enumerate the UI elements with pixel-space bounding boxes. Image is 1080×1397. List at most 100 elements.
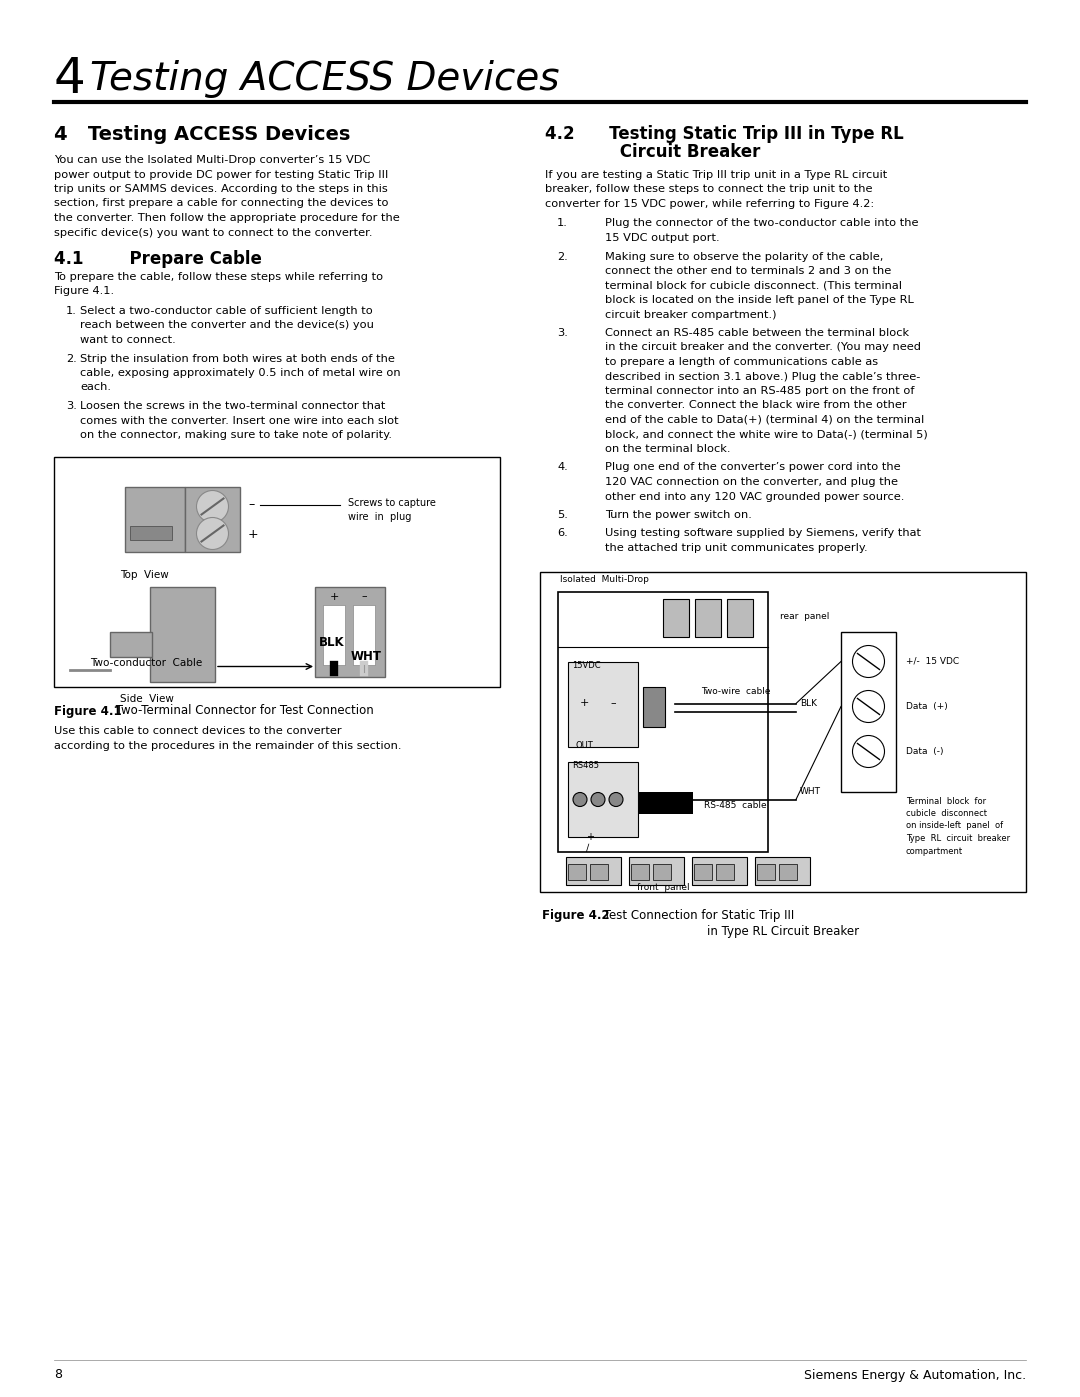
Text: the converter. Then follow the appropriate procedure for the: the converter. Then follow the appropria… xyxy=(54,212,400,224)
Text: Connect an RS-485 cable between the terminal block: Connect an RS-485 cable between the term… xyxy=(605,328,909,338)
Text: BLK: BLK xyxy=(320,637,345,650)
Text: OUT: OUT xyxy=(576,742,594,750)
Text: specific device(s) you want to connect to the converter.: specific device(s) you want to connect t… xyxy=(54,228,373,237)
Circle shape xyxy=(573,792,588,806)
Text: section, first prepare a cable for connecting the devices to: section, first prepare a cable for conne… xyxy=(54,198,389,208)
Text: in Type RL Circuit Breaker: in Type RL Circuit Breaker xyxy=(707,925,859,939)
Text: If you are testing a Static Trip III trip unit in a Type RL circuit: If you are testing a Static Trip III tri… xyxy=(545,170,888,180)
Text: wire  in  plug: wire in plug xyxy=(348,513,411,522)
Text: the attached trip unit communicates properly.: the attached trip unit communicates prop… xyxy=(605,543,867,553)
Text: Two-conductor  Cable: Two-conductor Cable xyxy=(90,658,202,669)
Text: block, and connect the white wire to Data(-) (terminal 5): block, and connect the white wire to Dat… xyxy=(605,429,928,440)
Bar xyxy=(568,863,586,880)
Text: 6.: 6. xyxy=(557,528,568,538)
Text: terminal connector into an RS-485 port on the front of: terminal connector into an RS-485 port o… xyxy=(605,386,915,395)
Text: +/-  15 VDC: +/- 15 VDC xyxy=(906,657,959,666)
Text: Siemens Energy & Automation, Inc.: Siemens Energy & Automation, Inc. xyxy=(804,1369,1026,1382)
Text: 4: 4 xyxy=(54,54,85,103)
Text: rear  panel: rear panel xyxy=(780,612,829,622)
Text: Figure 4.1.: Figure 4.1. xyxy=(54,286,114,296)
Circle shape xyxy=(852,735,885,767)
Text: Plug one end of the converter’s power cord into the: Plug one end of the converter’s power co… xyxy=(605,462,901,472)
Bar xyxy=(696,598,721,637)
Text: to prepare a length of communications cable as: to prepare a length of communications ca… xyxy=(605,358,878,367)
Text: cable, exposing approximately 0.5 inch of metal wire on: cable, exposing approximately 0.5 inch o… xyxy=(80,367,401,379)
Text: on the connector, making sure to take note of polarity.: on the connector, making sure to take no… xyxy=(80,430,392,440)
Text: Two-wire  cable: Two-wire cable xyxy=(701,686,770,696)
Bar xyxy=(315,587,384,676)
Text: 3.: 3. xyxy=(557,328,568,338)
Text: 120 VAC connection on the converter, and plug the: 120 VAC connection on the converter, and… xyxy=(605,476,897,488)
Bar xyxy=(130,525,172,539)
Text: block is located on the inside left panel of the Type RL: block is located on the inside left pane… xyxy=(605,295,914,305)
Bar xyxy=(353,605,375,665)
Text: RS485: RS485 xyxy=(572,760,599,770)
Text: –: – xyxy=(361,591,367,602)
Text: You can use the Isolated Multi-Drop converter’s 15 VDC: You can use the Isolated Multi-Drop conv… xyxy=(54,155,370,165)
Text: Use this cable to connect devices to the converter: Use this cable to connect devices to the… xyxy=(54,726,341,736)
Text: front  panel: front panel xyxy=(637,883,689,893)
Text: WHT: WHT xyxy=(800,787,821,796)
Text: circuit breaker compartment.): circuit breaker compartment.) xyxy=(605,310,777,320)
Text: Figure 4.1: Figure 4.1 xyxy=(54,704,122,718)
Text: 4.: 4. xyxy=(557,462,568,472)
Text: want to connect.: want to connect. xyxy=(80,335,176,345)
Text: 15 VDC output port.: 15 VDC output port. xyxy=(605,233,719,243)
Text: 4.2      Testing Static Trip III in Type RL: 4.2 Testing Static Trip III in Type RL xyxy=(545,124,904,142)
Text: 4.1        Prepare Cable: 4.1 Prepare Cable xyxy=(54,250,261,268)
Bar xyxy=(779,863,797,880)
Text: +: + xyxy=(329,591,339,602)
Text: Turn the power switch on.: Turn the power switch on. xyxy=(605,510,752,520)
Text: Top  View: Top View xyxy=(120,570,168,580)
Text: the converter. Connect the black wire from the other: the converter. Connect the black wire fr… xyxy=(605,401,906,411)
Text: 2.: 2. xyxy=(557,251,568,261)
Text: –: – xyxy=(248,497,254,511)
Text: converter for 15 VDC power, while referring to Figure 4.2:: converter for 15 VDC power, while referr… xyxy=(545,198,874,210)
Text: Select a two-conductor cable of sufficient length to: Select a two-conductor cable of sufficie… xyxy=(80,306,373,316)
Text: Figure 4.2: Figure 4.2 xyxy=(542,909,609,922)
Text: 3.: 3. xyxy=(66,401,77,411)
Text: Terminal  block  for
cubicle  disconnect
on inside-left  panel  of
Type  RL  cir: Terminal block for cubicle disconnect on… xyxy=(906,796,1010,855)
Text: Two-Terminal Connector for Test Connection: Two-Terminal Connector for Test Connecti… xyxy=(112,704,374,718)
Text: Loosen the screws in the two-terminal connector that: Loosen the screws in the two-terminal co… xyxy=(80,401,386,411)
Text: other end into any 120 VAC grounded power source.: other end into any 120 VAC grounded powe… xyxy=(605,492,904,502)
Text: Isolated  Multi-Drop: Isolated Multi-Drop xyxy=(561,574,649,584)
Text: Making sure to observe the polarity of the cable,: Making sure to observe the polarity of t… xyxy=(605,251,883,261)
Circle shape xyxy=(197,517,229,549)
Text: on the terminal block.: on the terminal block. xyxy=(605,444,730,454)
Text: BLK: BLK xyxy=(800,698,816,708)
Circle shape xyxy=(609,792,623,806)
Text: Using testing software supplied by Siemens, verify that: Using testing software supplied by Sieme… xyxy=(605,528,921,538)
Text: 5.: 5. xyxy=(557,510,568,520)
Text: Screws to capture: Screws to capture xyxy=(348,499,436,509)
Bar xyxy=(590,863,608,880)
Text: power output to provide DC power for testing Static Trip III: power output to provide DC power for tes… xyxy=(54,169,389,179)
Bar xyxy=(568,761,638,837)
Text: 8: 8 xyxy=(54,1369,62,1382)
Bar xyxy=(629,856,684,884)
Bar xyxy=(638,792,693,813)
Text: according to the procedures in the remainder of this section.: according to the procedures in the remai… xyxy=(54,740,402,752)
Text: connect the other end to terminals 2 and 3 on the: connect the other end to terminals 2 and… xyxy=(605,265,891,277)
Text: Testing ACCESS Devices: Testing ACCESS Devices xyxy=(90,60,559,98)
Bar xyxy=(692,856,747,884)
Text: 4   Testing ACCESS Devices: 4 Testing ACCESS Devices xyxy=(54,124,350,144)
Text: trip units or SAMMS devices. According to the steps in this: trip units or SAMMS devices. According t… xyxy=(54,184,388,194)
Circle shape xyxy=(852,690,885,722)
Bar xyxy=(185,486,240,552)
Bar xyxy=(125,486,185,552)
Bar xyxy=(841,631,896,792)
Text: Strip the insulation from both wires at both ends of the: Strip the insulation from both wires at … xyxy=(80,353,395,363)
Text: Plug the connector of the two-conductor cable into the: Plug the connector of the two-conductor … xyxy=(605,218,918,229)
Bar xyxy=(663,598,689,637)
Text: –: – xyxy=(610,698,616,708)
Text: Data  (-): Data (-) xyxy=(906,747,944,756)
Bar xyxy=(54,457,500,686)
Bar xyxy=(755,856,810,884)
Text: +
∕: + ∕ xyxy=(586,831,594,854)
Text: 2.: 2. xyxy=(66,353,77,363)
Text: reach between the converter and the device(s) you: reach between the converter and the devi… xyxy=(80,320,374,331)
Bar xyxy=(694,863,712,880)
Bar xyxy=(566,856,621,884)
Text: terminal block for cubicle disconnect. (This terminal: terminal block for cubicle disconnect. (… xyxy=(605,281,902,291)
